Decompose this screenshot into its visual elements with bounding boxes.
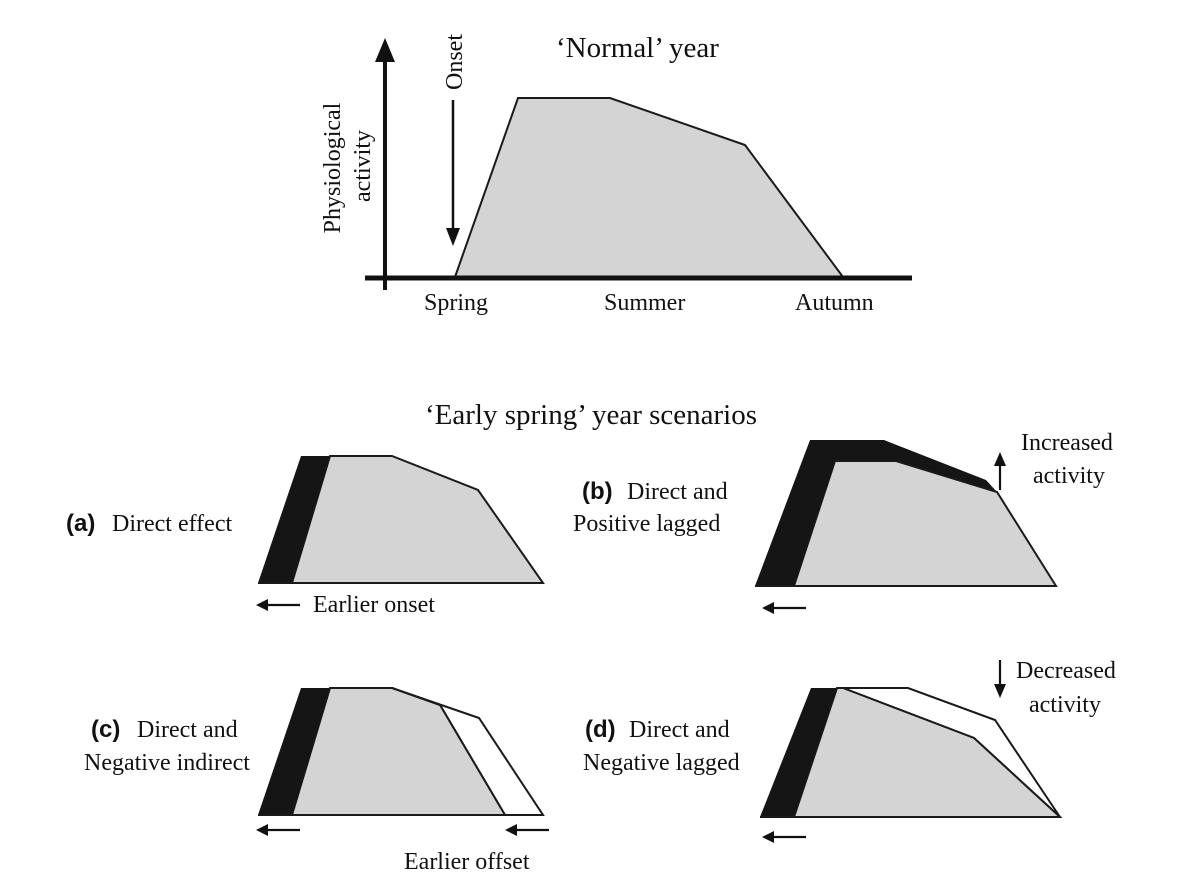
panel-c-letter: (c) [91, 716, 120, 743]
panel-d-letter: (d) [585, 716, 616, 743]
onset-arrowhead [446, 228, 460, 246]
panel-b-onset-arrowhead [762, 602, 774, 614]
normal-activity-area [453, 97, 845, 278]
earlier-offset-label: Earlier offset [404, 849, 530, 875]
panel-c: (c) Direct and Negative indirect Earlier… [84, 687, 549, 875]
y-axis-arrowhead [375, 38, 395, 62]
season-label-spring: Spring [424, 290, 488, 316]
decreased-label-line2: activity [1029, 692, 1101, 718]
panel-a-label: Direct effect [112, 511, 232, 537]
panel-b-letter: (b) [582, 478, 613, 505]
scenarios-title: ‘Early spring’ year scenarios [425, 399, 757, 431]
panel-b-increased-activity-band [818, 440, 997, 492]
panel-d-onset-arrowhead [762, 831, 774, 843]
season-label-summer: Summer [604, 290, 685, 316]
panel-c-label-line2: Negative indirect [84, 750, 250, 776]
panel-d: (d) Direct and Negative lagged Decreased… [583, 658, 1116, 843]
panel-a-letter: (a) [66, 510, 95, 537]
panel-a-gray-area [290, 455, 545, 584]
normal-year-title: ‘Normal’ year [556, 32, 719, 64]
panel-c-earlier-onset-band [258, 688, 330, 815]
increased-activity-arrowhead [994, 452, 1006, 466]
increased-label-line2: activity [1033, 463, 1105, 489]
panel-b-label-line2: Positive lagged [573, 511, 720, 537]
panel-b-label-line1: Direct and [627, 479, 728, 505]
y-axis-label-line2: activity [350, 130, 376, 202]
increased-label-line1: Increased [1021, 430, 1113, 456]
earlier-offset-arrowhead [505, 824, 517, 836]
panel-d-earlier-onset-band [760, 688, 837, 817]
panel-d-label-line2: Negative lagged [583, 750, 740, 776]
panel-b: (b) Direct and Positive lagged Increased… [573, 430, 1113, 614]
panel-b-earlier-onset-band [755, 440, 835, 586]
panel-a: (a) Direct effect Earlier onset [66, 455, 545, 618]
panel-d-label-line1: Direct and [629, 717, 730, 743]
decreased-activity-arrowhead [994, 684, 1006, 698]
panel-a-earlier-onset-band [258, 456, 330, 583]
panel-b-gray-area [792, 460, 1058, 587]
season-label-autumn: Autumn [795, 290, 874, 316]
normal-year-panel: ‘Normal’ year Onset Physiological activi… [320, 32, 912, 316]
earlier-onset-label: Earlier onset [313, 592, 435, 618]
earlier-onset-arrowhead [256, 599, 268, 611]
panel-c-label-line1: Direct and [137, 717, 238, 743]
decreased-label-line1: Decreased [1016, 658, 1116, 684]
panel-c-onset-arrowhead [256, 824, 268, 836]
y-axis-label-line1: Physiological [320, 102, 346, 233]
onset-label: Onset [442, 34, 468, 90]
